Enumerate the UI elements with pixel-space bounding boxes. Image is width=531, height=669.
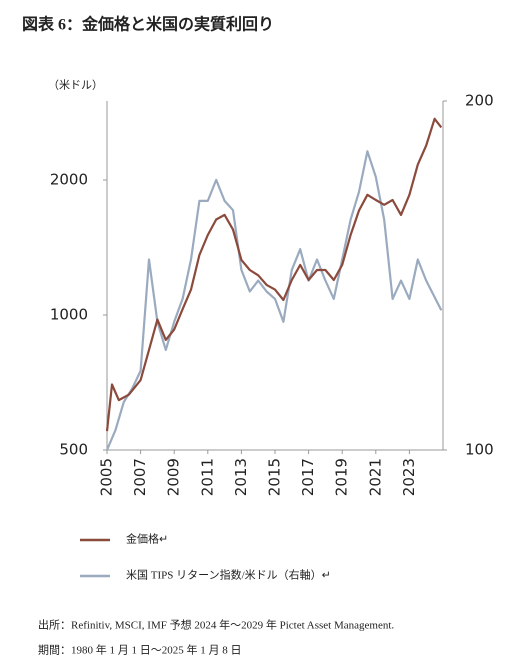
note: 期間：1980 年 1 月 1 日～2025 年 1 月 8 日: [38, 643, 242, 657]
note: 出所：Refinitiv, MSCI, IMF 予想 2024 年～2029 年…: [38, 618, 394, 632]
x-tick-label: 2005: [98, 458, 116, 496]
series-line: [105, 117, 443, 432]
y2-tick-label: 100: [465, 441, 494, 459]
x-tick-label: 2015: [266, 458, 284, 496]
x-tick-label: 2011: [198, 458, 216, 496]
y-tick-label: 2000: [50, 170, 88, 188]
x-tick-label: 2021: [366, 458, 384, 496]
x-tick-label: 2019: [333, 458, 351, 496]
legend-label: 米国 TIPS リターン指数/米ドル（右軸）↵: [126, 568, 331, 582]
x-tick-label: 2007: [131, 458, 149, 496]
y-axis-label: （米ドル）: [48, 79, 103, 92]
y-tick-label: 1000: [50, 305, 88, 323]
y2-tick-label: 200: [465, 92, 494, 110]
y-tick-label: 500: [59, 441, 88, 459]
x-tick-label: 2013: [232, 458, 250, 496]
x-tick-label: 2009: [165, 458, 183, 496]
chart-title: 図表 6：金価格と米国の実質利回り: [22, 15, 274, 34]
legend-label: 金価格↵: [126, 532, 168, 546]
series-line: [105, 150, 443, 451]
x-tick-label: 2017: [299, 458, 317, 496]
x-tick-label: 2023: [400, 458, 418, 496]
